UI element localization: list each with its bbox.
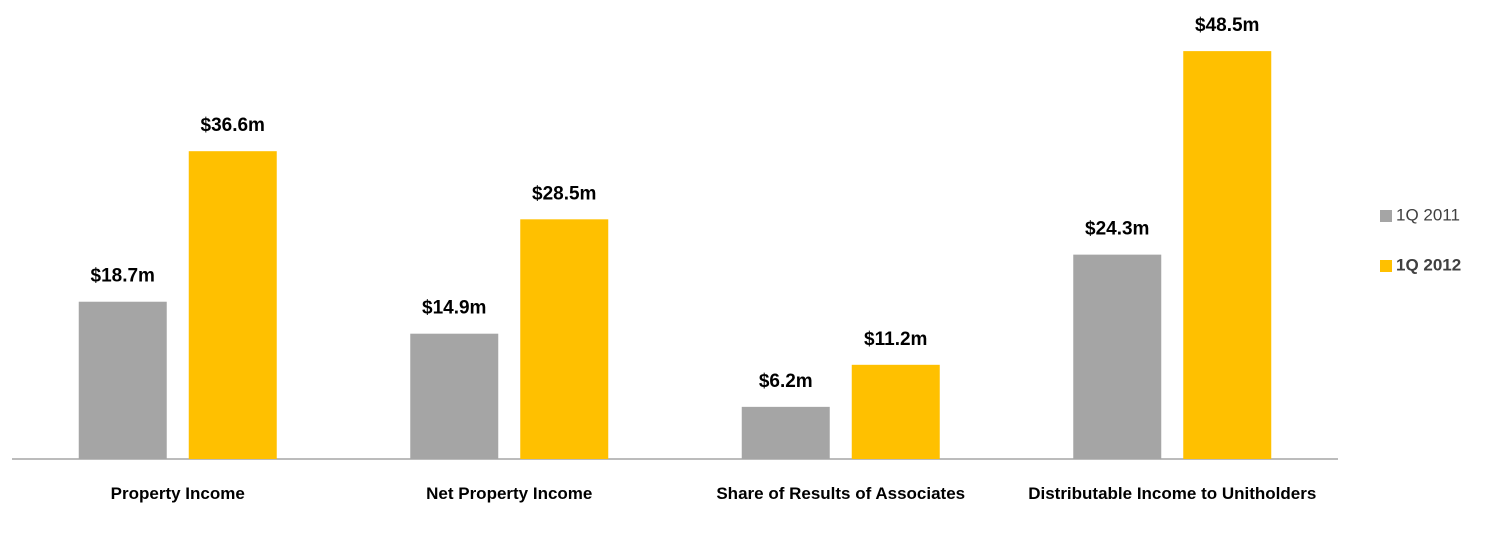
- legend-swatch: [1380, 260, 1392, 272]
- data-label: $48.5m: [1195, 15, 1259, 36]
- legend-label: 1Q 2011: [1396, 205, 1460, 224]
- bar: [851, 364, 940, 459]
- data-label: $36.6m: [201, 115, 265, 136]
- data-label: $14.9m: [422, 298, 486, 319]
- bar: [188, 151, 277, 459]
- bar: [520, 219, 609, 459]
- bar: [1073, 254, 1162, 459]
- data-label: $11.2m: [864, 329, 927, 350]
- x-tick-label: Share of Results of Associates: [716, 484, 966, 503]
- x-tick-label: Property Income: [110, 484, 245, 503]
- data-label: $6.2m: [759, 371, 813, 392]
- bar: [741, 406, 830, 459]
- legend-label: 1Q 2012: [1396, 255, 1461, 274]
- x-tick-label: Distributable Income to Unitholders: [1028, 484, 1317, 503]
- data-label: $24.3m: [1085, 219, 1149, 240]
- bar: [78, 301, 167, 459]
- x-tick-label: Net Property Income: [426, 484, 593, 503]
- data-label: $18.7m: [91, 266, 155, 287]
- data-label: $28.5m: [532, 183, 596, 204]
- bar: [1183, 51, 1272, 460]
- legend-swatch: [1380, 210, 1392, 222]
- bar: [410, 333, 499, 459]
